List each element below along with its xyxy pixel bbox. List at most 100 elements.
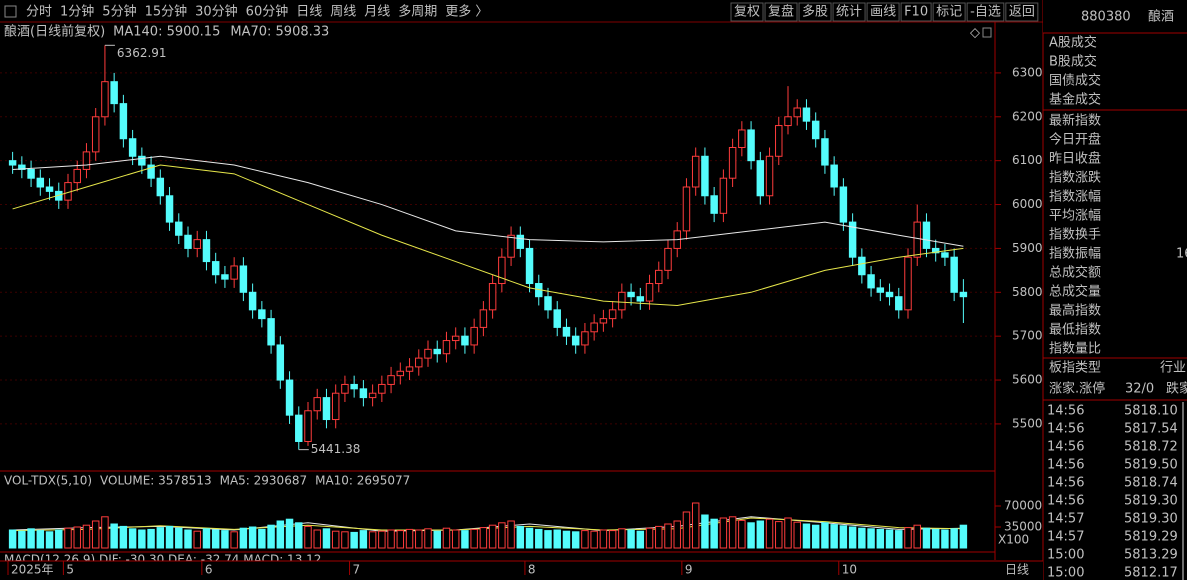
period-tab[interactable]: 5分钟 [102, 4, 136, 20]
candle-body [618, 291, 626, 311]
candle-body [811, 120, 820, 140]
volume-bar [230, 531, 238, 549]
volume-bar [55, 529, 63, 549]
y-tick-label: 6100 [1012, 153, 1043, 167]
tool-button-frame[interactable] [900, 2, 932, 22]
tool-button-frame[interactable] [764, 2, 798, 22]
volume-bar [110, 523, 118, 549]
candle-body [239, 265, 248, 293]
tool-button-frame[interactable] [1005, 2, 1039, 22]
tool-button[interactable]: 复盘 [768, 4, 794, 20]
field-label: 平均涨幅 [1049, 209, 1101, 224]
candle-body [378, 383, 386, 394]
volume-bar [830, 524, 838, 549]
candle-body [756, 160, 765, 197]
candle-body [101, 81, 109, 118]
field-label: B股成交 [1049, 54, 1097, 70]
period-tab[interactable]: 分时 [26, 5, 52, 20]
volume-bar [479, 527, 488, 549]
candle-body [507, 234, 515, 258]
volume-bar [147, 528, 155, 549]
tool-button[interactable]: -自选 [970, 5, 1001, 20]
candle-body [830, 164, 838, 188]
tool-button[interactable]: 复权 [734, 4, 760, 20]
volume-bar [258, 528, 266, 549]
candle-body [184, 234, 192, 249]
volume-bar [415, 529, 423, 549]
panel-icon[interactable] [982, 27, 992, 38]
field-label: 指数量比 [1049, 342, 1101, 357]
index-name: 酿酒 [1148, 9, 1174, 25]
tick-time: 15:00 [1047, 566, 1084, 580]
period-tab[interactable]: 30分钟 [195, 4, 238, 20]
tool-button-frame[interactable] [966, 2, 1005, 22]
volume-bar [525, 527, 534, 549]
volume-bar [331, 530, 340, 549]
candle-body [415, 357, 423, 368]
tick-time: 14:56 [1047, 494, 1084, 509]
period-tab[interactable]: 周线 [330, 5, 356, 20]
legend-entry: MA5: 2930687 [220, 474, 308, 488]
volume-bar [867, 528, 875, 549]
volume-bar [461, 530, 469, 549]
tick-price: 5818.72 [1124, 440, 1178, 455]
volume-bar [590, 530, 598, 549]
period-tab[interactable]: 60分钟 [246, 4, 289, 20]
volume-bar [931, 528, 940, 549]
diamond-icon[interactable]: ◇ [970, 26, 980, 41]
candle-body [211, 261, 220, 276]
tool-button-frame[interactable] [866, 2, 900, 22]
x-tick-label: 6 [205, 563, 213, 577]
period-tab[interactable]: 多周期 [398, 4, 437, 20]
volume-bar [876, 528, 885, 549]
x-tick-label: 2025年 [11, 563, 54, 577]
volume-bar [516, 525, 525, 549]
volume-bar [193, 530, 201, 549]
candle-body [710, 195, 718, 214]
candle-body [147, 164, 155, 179]
volume-bar [941, 529, 949, 549]
volume-bar [821, 522, 829, 549]
candle-body [895, 296, 903, 311]
period-tab[interactable]: 日线 [296, 5, 322, 20]
candle-body [110, 81, 118, 105]
tick-price: 5819.50 [1124, 458, 1178, 473]
ma-line [12, 155, 964, 247]
tool-button[interactable]: 标记 [936, 5, 962, 20]
x-tick-label: 5 [66, 563, 74, 577]
field-label: 跌家 [1166, 381, 1187, 397]
candle-body [470, 326, 478, 346]
ma-line [12, 164, 964, 306]
period-tab[interactable]: 更多 〉 [445, 4, 488, 20]
volume-bar [91, 520, 100, 549]
tool-button-frame[interactable] [730, 2, 764, 22]
tool-button-frame[interactable] [932, 2, 966, 22]
period-tab[interactable]: 月线 [364, 5, 390, 20]
period-tab[interactable]: 1分钟 [60, 4, 94, 20]
y-tick-label: 5700 [1012, 329, 1043, 343]
tool-button[interactable]: 统计 [836, 5, 862, 20]
candle-body [359, 388, 368, 399]
field-label: 基金成交 [1049, 92, 1101, 108]
tool-button[interactable]: 画线 [870, 5, 896, 20]
volume-bar [950, 528, 958, 549]
period-tab[interactable]: 15分钟 [145, 4, 188, 20]
tool-button[interactable]: 返回 [1009, 5, 1035, 20]
volume-bar [36, 530, 45, 549]
candle-body [128, 138, 137, 157]
candle-body [793, 107, 801, 118]
tool-button[interactable]: 多股 [802, 4, 828, 20]
volume-bar [239, 527, 248, 549]
tool-button[interactable]: F10 [904, 5, 928, 20]
candle-body [775, 125, 783, 157]
volume-bar [802, 523, 811, 549]
quote-header [1043, 0, 1187, 33]
field-label: 总成交额 [1049, 265, 1101, 281]
tool-button-frame[interactable] [832, 2, 866, 22]
unit-label: X100 [998, 533, 1029, 547]
menu-icon[interactable] [4, 5, 17, 18]
volume-bar [673, 520, 681, 549]
tool-button-frame[interactable] [798, 2, 832, 22]
tick-price: 5818.10 [1124, 404, 1178, 419]
volume-bar [627, 529, 635, 549]
